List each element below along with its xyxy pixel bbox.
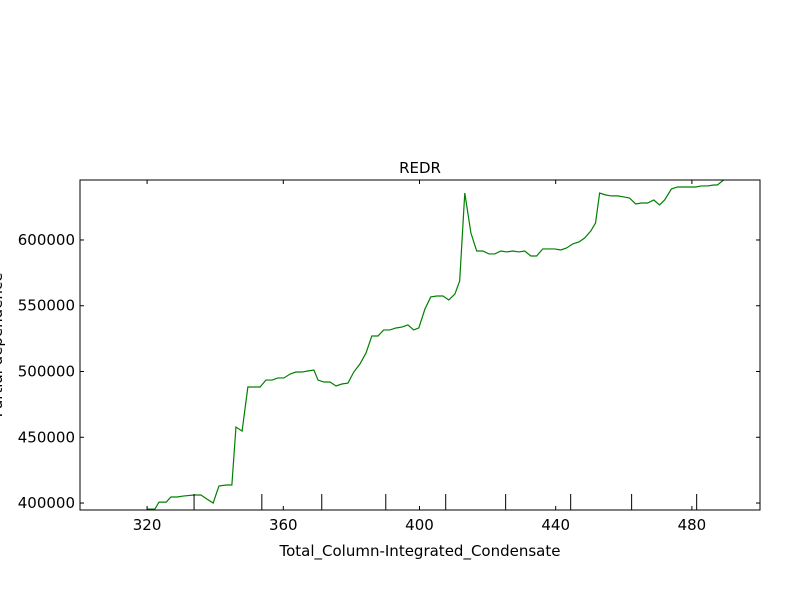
y-axis-label: Partial dependence xyxy=(0,273,6,418)
y-tick-label: 400000 xyxy=(18,494,75,512)
y-tick-label: 500000 xyxy=(18,363,75,381)
x-tick-label: 320 xyxy=(133,516,162,534)
x-tick-label: 440 xyxy=(541,516,570,534)
chart-title: REDR xyxy=(399,159,441,177)
y-tick-label: 450000 xyxy=(18,428,75,446)
y-tick-label: 550000 xyxy=(18,297,75,315)
x-tick-label: 400 xyxy=(405,516,434,534)
line xyxy=(147,180,724,510)
plot-frame xyxy=(79,179,761,511)
x-tick-label: 480 xyxy=(678,516,707,534)
x-axis-label: Total_Column-Integrated_Condensate xyxy=(279,542,561,561)
y-tick-label: 600000 xyxy=(18,231,75,249)
x-tick-label: 360 xyxy=(269,516,298,534)
